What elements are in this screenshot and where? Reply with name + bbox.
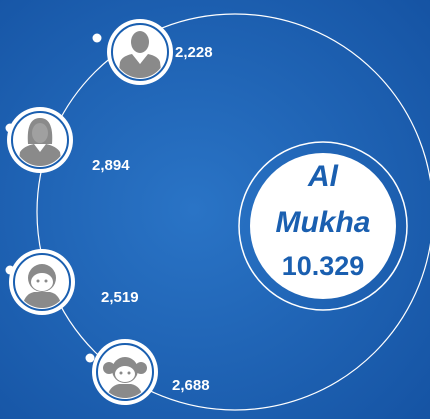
connector-dot [85,353,95,363]
center-title: Mukha [275,206,370,239]
center-disc [250,153,396,299]
icon-pigtail [135,362,147,374]
person-icon [118,31,162,78]
person-icon [103,357,147,398]
node-value: 2,228 [175,44,213,61]
node-value: 2,688 [172,377,210,394]
icon-face [31,273,53,291]
icon-body [18,144,62,166]
icon-eye [36,279,40,283]
icon-head [32,123,48,143]
person-node: 2,894 [5,107,130,174]
center-total: 10.329 [282,251,365,281]
node-value: 2,894 [92,157,130,174]
icon-eye [119,371,123,375]
orbit [36,13,430,411]
person-node: 2,228 [92,19,213,85]
icon-body [107,384,143,398]
icon-face [115,366,135,382]
center-ring [238,141,408,311]
icon-eye [44,279,48,283]
person-node: 2,688 [85,339,210,405]
node-value: 2,519 [101,289,139,306]
icon-shirt [135,55,145,64]
icon-body [118,54,162,78]
center-title: Al [307,160,339,193]
person-node: 2,519 [5,249,139,315]
connector-dot [92,33,102,43]
center-badge: Al Mukha 10.329 [238,141,408,311]
icon-pigtail [103,362,115,374]
icon-body [22,292,62,308]
icon-head [131,31,149,53]
person-icon [22,264,62,308]
person-icon [18,118,62,166]
icon-eye [127,371,131,375]
